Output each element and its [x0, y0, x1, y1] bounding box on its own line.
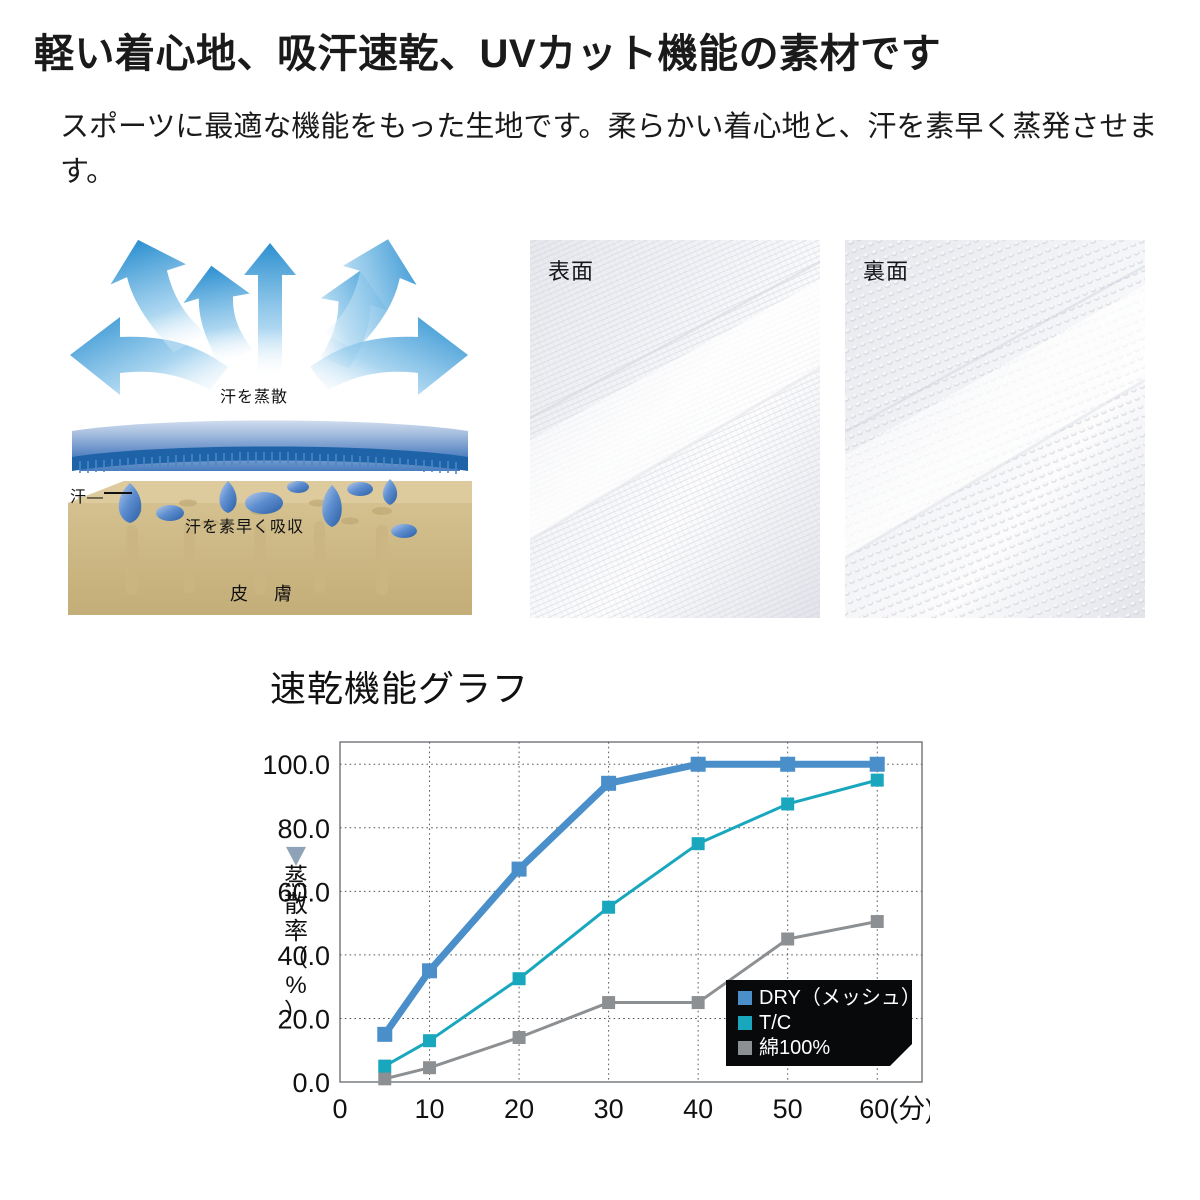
- y-tick-label: 0.0: [292, 1068, 330, 1098]
- legend-label-1: T/C: [759, 1012, 791, 1034]
- data-point-marker: [378, 1059, 392, 1073]
- data-point-marker: [869, 756, 885, 772]
- y-axis-title-char: 率: [284, 918, 308, 945]
- page-description: スポーツに最適な機能をもった生地です。柔らかい着心地と、汗を素早く蒸発させます。: [60, 111, 1158, 188]
- fabric-layer: [72, 420, 468, 474]
- data-point-marker: [602, 900, 616, 914]
- sweat-droplets: [118, 479, 417, 538]
- data-point-marker: [691, 837, 705, 851]
- y-axis-title-char: %: [285, 972, 306, 999]
- data-point-marker: [780, 756, 796, 772]
- y-tick-label: 20.0: [277, 1004, 330, 1034]
- drying-performance-chart: 0.0 20.0 40.0 60.0 80.0 100.0 0 10 20 30 40 50 60(分)…: [250, 720, 930, 1140]
- legend-swatch-0: [738, 991, 752, 1005]
- series-2: [378, 915, 884, 1086]
- moisture-transfer-diagram: 汗を蒸散 汗— 汗を素早く吸収 皮 膚: [60, 235, 480, 625]
- fabric-front-texture: [530, 240, 820, 618]
- data-point-marker: [378, 1072, 392, 1086]
- data-point-marker: [423, 1061, 437, 1075]
- fabric-photo-front: 表面: [530, 240, 820, 618]
- data-point-marker: [781, 797, 795, 811]
- chart-title: 速乾機能グラフ: [270, 668, 530, 709]
- data-point-marker: [601, 775, 617, 791]
- y-tick-label: 40.0: [277, 941, 330, 971]
- diagram-label-absorb: 汗を素早く吸収: [185, 519, 305, 536]
- legend-label-0: DRY（メッシュ）: [759, 986, 921, 1009]
- y-axis-title-char: 散: [284, 891, 308, 918]
- evaporation-arrows: [70, 239, 468, 395]
- data-point-marker: [377, 1026, 393, 1042]
- data-point-marker: [602, 996, 616, 1010]
- x-tick-label: 40: [683, 1094, 713, 1124]
- y-tick-label: 60.0: [277, 877, 330, 907]
- fabric-back-texture: [845, 240, 1145, 618]
- data-point-marker: [512, 972, 526, 986]
- data-point-marker: [512, 1031, 526, 1045]
- x-tick-label: 50: [773, 1094, 803, 1124]
- data-point-marker: [690, 756, 706, 772]
- diagram-label-skin: 皮 膚: [230, 584, 296, 604]
- diagram-illustration: [68, 239, 472, 615]
- data-point-marker: [511, 861, 527, 877]
- y-tick-label: 80.0: [277, 814, 330, 844]
- data-point-marker: [423, 1034, 437, 1048]
- x-tick-label: 10: [415, 1094, 445, 1124]
- photo-label-back: 裏面: [863, 259, 910, 284]
- series-0: [377, 756, 885, 1042]
- y-axis-arrow-icon: [286, 846, 306, 866]
- x-tick-label: 20: [504, 1094, 534, 1124]
- diagram-label-evaporate: 汗を蒸散: [220, 389, 289, 406]
- data-point-marker: [422, 963, 438, 979]
- x-tick-label: 0: [332, 1094, 347, 1124]
- chart-svg: 0.0 20.0 40.0 60.0 80.0 100.0 0 10 20 30 40 50 60(分)…: [262, 741, 930, 1124]
- photo-label-front: 表面: [548, 259, 595, 284]
- legend-panel: [726, 980, 912, 1066]
- data-point-marker: [691, 996, 705, 1010]
- legend-label-2: 綿100%: [759, 1036, 830, 1059]
- data-point-marker: [870, 773, 884, 787]
- fabric-photo-back: 裏面: [845, 240, 1145, 618]
- page-title: 軽い着心地、吸汗速乾、UVカット機能の素材です: [34, 32, 942, 76]
- data-point-marker: [870, 915, 884, 929]
- y-axis-title-char: 蒸: [284, 864, 308, 891]
- y-axis-title-char: ）: [284, 999, 308, 1026]
- data-point-marker: [781, 932, 795, 946]
- legend-swatch-2: [738, 1041, 752, 1055]
- legend-swatch-1: [738, 1016, 752, 1030]
- y-tick-label: 100.0: [262, 750, 330, 780]
- series-1: [378, 773, 884, 1073]
- x-tick-label: 30: [594, 1094, 624, 1124]
- x-tick-label: 60(分): [859, 1094, 930, 1124]
- y-axis-title-char: （: [284, 945, 308, 972]
- diagram-label-sweat: 汗—: [70, 489, 105, 506]
